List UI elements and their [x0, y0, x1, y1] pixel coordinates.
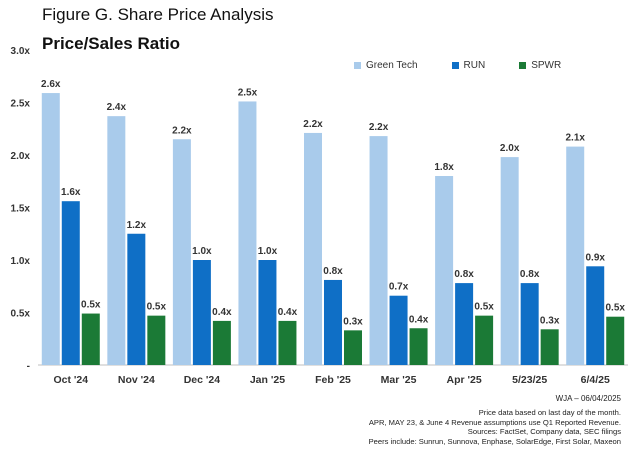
bar [81, 313, 100, 365]
y-tick-label: 1.5x [11, 204, 31, 215]
data-label: 2.0x [500, 143, 520, 154]
bar [344, 330, 362, 365]
data-label: 0.8x [323, 266, 343, 277]
bar [566, 146, 585, 365]
footnote-line: Peers include: Sunrun, Sunnova, Enphase,… [368, 436, 621, 446]
bar [61, 201, 80, 365]
legend-swatch-run [451, 62, 459, 69]
data-label: 0.3x [540, 315, 560, 326]
bar [520, 283, 539, 365]
bar [475, 315, 494, 365]
y-tick-label: 0.5x [11, 309, 31, 320]
bar [540, 329, 559, 365]
bar [278, 320, 297, 365]
data-label: 2.2x [172, 125, 192, 136]
data-label: 0.4x [409, 314, 429, 325]
y-tick-label: 3.0x [11, 46, 31, 57]
data-label: 1.0x [258, 246, 278, 257]
y-tick-label: 2.0x [11, 151, 31, 162]
data-label: 2.4x [107, 102, 127, 113]
data-label: 0.5x [474, 302, 494, 313]
bar [212, 320, 231, 365]
x-tick-label: Oct '24 [53, 374, 88, 386]
legend-item-spwr: SPWR [519, 60, 561, 71]
x-tick-label: Mar '25 [381, 374, 417, 386]
footnote-line: Price data based on last day of the mont… [478, 408, 621, 417]
bar [107, 116, 126, 366]
bar [147, 315, 166, 365]
bar [258, 260, 277, 365]
bar [192, 260, 211, 365]
bar [172, 139, 191, 365]
legend-label-spwr: SPWR [531, 60, 562, 71]
bar [409, 328, 428, 365]
chart-legend: Green Tech RUN SPWR [354, 60, 595, 71]
x-tick-label: 5/23/25 [512, 374, 547, 386]
bar [435, 176, 454, 365]
legend-label-green-tech: Green Tech [366, 60, 418, 71]
bar [304, 132, 322, 365]
data-label: 0.9x [585, 252, 605, 263]
data-label: 0.4x [212, 307, 232, 318]
bar [455, 283, 474, 365]
data-label: 2.2x [369, 122, 389, 133]
footnotes: Price data based on last day of the mont… [369, 408, 621, 446]
x-tick-label: 6/4/25 [581, 374, 610, 386]
attribution: WJA – 06/04/2025 [555, 394, 621, 403]
bar [389, 295, 408, 365]
footnote-line: Sources: FactSet, Company data, SEC fili… [467, 427, 621, 437]
data-label: 2.1x [565, 133, 585, 144]
legend-item-run: RUN [451, 60, 486, 71]
bar [500, 157, 519, 365]
legend-swatch-green-tech [354, 62, 361, 69]
bar [606, 316, 625, 365]
data-label: 2.6x [41, 79, 61, 90]
bar [324, 279, 342, 365]
data-label: 1.6x [61, 187, 81, 198]
data-label: 2.2x [303, 119, 323, 130]
data-label: 0.5x [147, 302, 167, 313]
x-tick-label: Apr '25 [447, 374, 482, 386]
data-label: 0.4x [278, 307, 298, 318]
figure-caption: Figure G. Share Price Analysis [42, 5, 274, 24]
x-tick-label: Jan '25 [250, 374, 285, 386]
bar [586, 266, 605, 365]
data-label: 2.5x [238, 87, 258, 98]
bar [41, 93, 60, 366]
data-label: 0.8x [520, 269, 540, 280]
x-tick-label: Nov '24 [118, 374, 155, 386]
legend-label-run: RUN [463, 60, 486, 71]
bar [127, 233, 146, 365]
chart-title: Price/Sales Ratio [42, 34, 180, 53]
footnote-line: APR, MAY 23, & June 4 Revenue assumption… [368, 417, 621, 427]
y-tick-label: - [27, 361, 30, 372]
legend-item-green-tech: Green Tech [354, 60, 418, 71]
y-tick-label: 1.0x [11, 256, 31, 267]
legend-swatch-spwr [519, 62, 527, 69]
bar [238, 101, 257, 365]
x-tick-label: Feb '25 [315, 374, 351, 386]
data-label: 0.7x [389, 282, 409, 293]
data-label: 1.8x [434, 162, 454, 173]
data-label: 1.0x [192, 246, 212, 257]
data-label: 0.8x [454, 269, 474, 280]
data-label: 0.3x [343, 316, 363, 327]
y-tick-label: 2.5x [11, 99, 31, 110]
data-label: 1.2x [127, 220, 147, 231]
bar [369, 136, 388, 365]
data-label: 0.5x [81, 300, 101, 311]
x-tick-label: Dec '24 [184, 374, 221, 386]
data-label: 0.5x [605, 303, 625, 314]
